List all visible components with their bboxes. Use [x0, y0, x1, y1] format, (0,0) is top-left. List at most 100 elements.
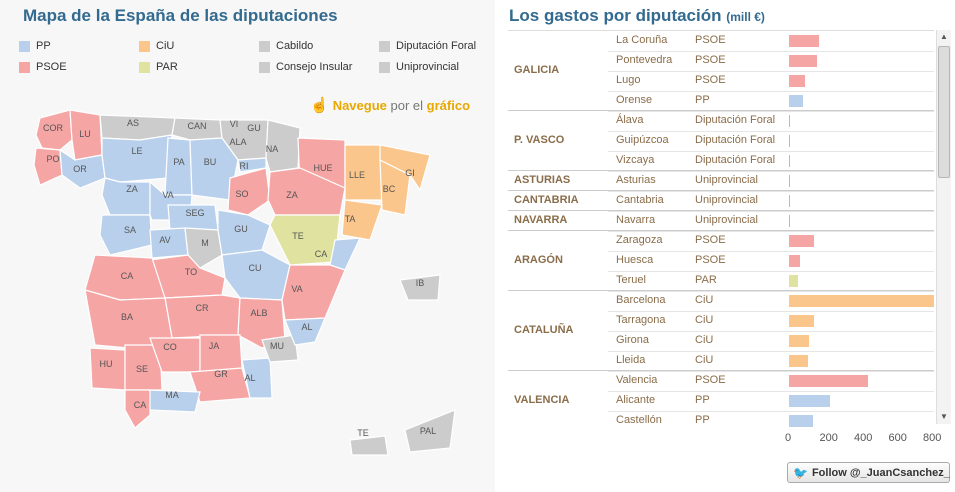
bar[interactable] [789, 195, 790, 207]
table-row[interactable]: Orense PP [608, 91, 934, 112]
table-row[interactable]: Tarragona CiU [608, 311, 934, 332]
island-palmas[interactable] [404, 409, 456, 453]
bar[interactable] [789, 375, 869, 387]
table-row[interactable]: Lugo PSOE [608, 71, 934, 92]
table-row[interactable]: Castellón PP [608, 411, 934, 427]
region-label: NAVARRA [514, 214, 568, 226]
party-label: PSOE [695, 374, 726, 386]
bar[interactable] [789, 395, 831, 407]
province-castellon[interactable] [329, 237, 361, 271]
province-almeria[interactable] [241, 357, 273, 399]
bar[interactable] [789, 295, 934, 307]
party-label: Diputación Foral [695, 114, 776, 126]
party-label: PP [695, 414, 710, 426]
province-soria[interactable] [227, 167, 271, 216]
legend-item-pp[interactable]: PP [19, 40, 51, 52]
table-scrollbar[interactable]: ▲ ▼ [936, 30, 951, 424]
legend-item-consejo-insular[interactable]: Consejo Insular [259, 61, 352, 73]
table-row[interactable]: Navarra Uniprovincial [608, 211, 934, 232]
bar[interactable] [789, 135, 790, 147]
spending-table[interactable]: La Coruña PSOE Pontevedra PSOE Lugo PSOE Orens… [508, 30, 934, 427]
table-row[interactable]: Teruel PAR [608, 271, 934, 292]
legend-item-par[interactable]: PAR [139, 61, 178, 73]
province-label: Valencia [616, 374, 658, 386]
bar[interactable] [789, 415, 814, 427]
map-label: TE [357, 428, 369, 438]
province-jaen[interactable] [199, 334, 243, 373]
bar[interactable] [789, 335, 809, 347]
x-tick-label: 0 [785, 432, 792, 444]
province-label: Lleida [616, 354, 646, 366]
table-row[interactable]: Vizcaya Diputación Foral [608, 151, 934, 172]
province-cadiz[interactable] [124, 389, 151, 429]
bar[interactable] [789, 355, 808, 367]
legend-item-diputacion-foral[interactable]: Diputación Foral [379, 40, 476, 52]
bar[interactable] [789, 75, 805, 87]
map-label: CA [134, 400, 147, 410]
scroll-up-icon[interactable]: ▲ [940, 32, 948, 41]
map-label: ALA [229, 137, 246, 147]
region-label: ASTURIAS [514, 174, 571, 186]
table-row[interactable]: Girona CiU [608, 331, 934, 352]
bar[interactable] [789, 155, 790, 167]
bar[interactable] [789, 315, 814, 327]
region-label: CANTABRIA [514, 194, 579, 206]
province-madrid[interactable] [184, 227, 223, 269]
table-row[interactable]: Asturias Uniprovincial [608, 171, 934, 192]
map-label: HUE [313, 163, 332, 173]
map-label: RI [240, 161, 249, 171]
scrollbar-thumb[interactable] [938, 46, 950, 178]
bar[interactable] [789, 215, 790, 227]
table-row[interactable]: La Coruña PSOE [608, 31, 934, 52]
table-row[interactable]: Cantabria Uniprovincial [608, 191, 934, 212]
map-label: AL [244, 373, 255, 383]
table-row[interactable]: Valencia PSOE [608, 371, 934, 392]
province-rioja[interactable] [237, 157, 267, 173]
legend-item-ciu[interactable]: CiU [139, 40, 174, 52]
table-row[interactable]: Barcelona CiU [608, 291, 934, 312]
province-huelva[interactable] [89, 347, 126, 391]
bar[interactable] [789, 35, 820, 47]
map-label: TA [345, 214, 356, 224]
map-label: ALB [250, 308, 267, 318]
island-balears[interactable] [399, 274, 441, 301]
bar[interactable] [789, 255, 801, 267]
province-teruel[interactable] [269, 214, 341, 266]
table-row[interactable]: Guipúzcoa Diputación Foral [608, 131, 934, 152]
table-row[interactable]: Lleida CiU [608, 351, 934, 372]
table-row[interactable]: Huesca PSOE [608, 251, 934, 272]
table-row[interactable]: Alicante PP [608, 391, 934, 412]
legend-item-psoe[interactable]: PSOE [19, 61, 67, 73]
table-row[interactable]: Pontevedra PSOE [608, 51, 934, 72]
bar[interactable] [789, 235, 814, 247]
province-leon[interactable] [101, 134, 173, 183]
legend-item-uniprovincial[interactable]: Uniprovincial [379, 61, 459, 73]
province-label: Orense [616, 94, 653, 106]
province-ciudad-real[interactable] [164, 294, 241, 339]
province-label: Tarragona [616, 314, 666, 326]
table-row[interactable]: Zaragoza PSOE [608, 231, 934, 252]
map-label: CR [196, 303, 209, 313]
province-murcia[interactable] [261, 334, 299, 363]
legend-item-cabildo[interactable]: Cabildo [259, 40, 313, 52]
scroll-down-icon[interactable]: ▼ [940, 412, 948, 421]
party-label: Uniprovincial [695, 174, 758, 186]
map-label: PAL [420, 426, 436, 436]
bar[interactable] [789, 95, 803, 107]
province-girona[interactable] [379, 144, 431, 192]
province-cuenca[interactable] [221, 249, 291, 301]
party-label: Uniprovincial [695, 194, 758, 206]
table-row[interactable]: Álava Diputación Foral [608, 111, 934, 132]
bar[interactable] [789, 275, 799, 287]
bar[interactable] [789, 115, 790, 127]
island-tenerife[interactable] [349, 435, 389, 456]
province-pontevedra[interactable] [33, 147, 63, 186]
x-tick-label: 200 [819, 432, 838, 444]
follow-button[interactable]: 🐦 Follow @_JuanCsanchez_ [787, 462, 950, 483]
bar[interactable] [789, 55, 817, 67]
province-salamanca[interactable] [99, 214, 153, 256]
province-tarragona[interactable] [341, 199, 383, 241]
province-alicante[interactable] [284, 317, 326, 346]
bar[interactable] [789, 175, 790, 187]
